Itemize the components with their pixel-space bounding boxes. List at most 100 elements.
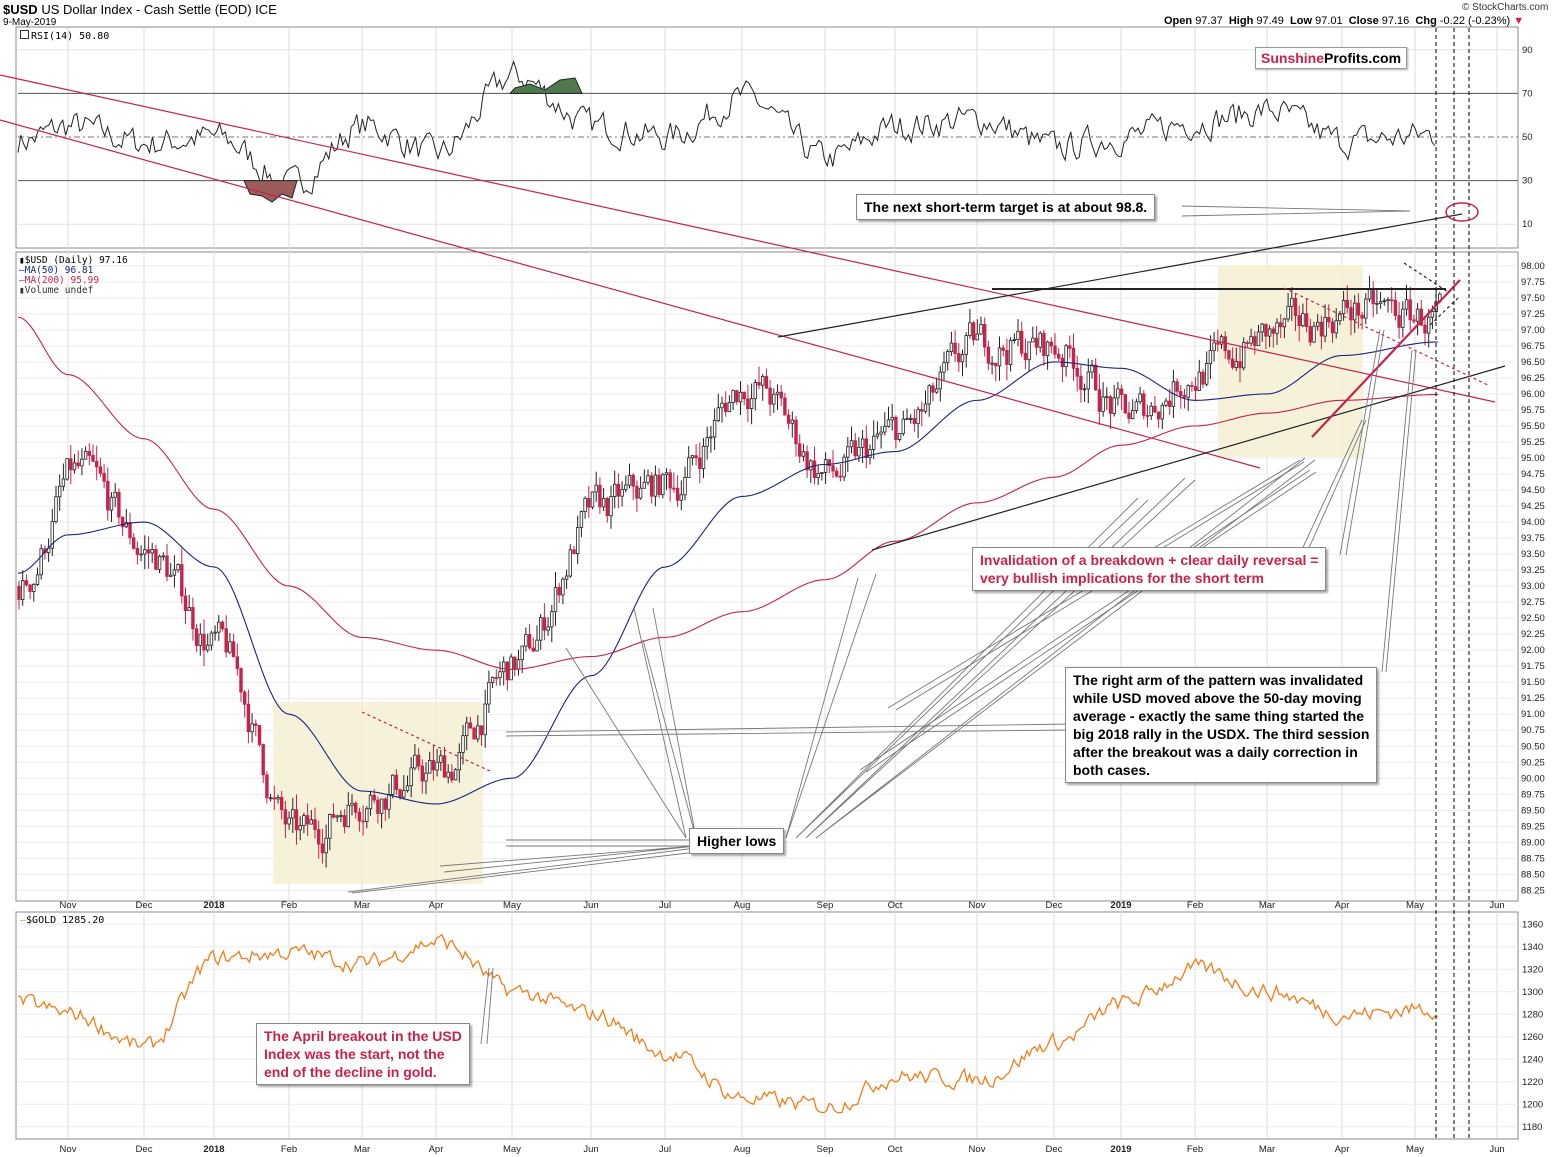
line-icon: — bbox=[19, 265, 25, 276]
month-label: Aug bbox=[734, 900, 751, 911]
black-lower-trendline bbox=[871, 365, 1506, 551]
candle-body bbox=[261, 744, 265, 776]
candle-body bbox=[905, 418, 909, 421]
candle-body bbox=[609, 496, 613, 517]
candle-body bbox=[1105, 396, 1109, 399]
candle-body bbox=[357, 811, 362, 822]
candle-body bbox=[1190, 385, 1194, 387]
month-label: Apr bbox=[1335, 1144, 1350, 1155]
candle-body bbox=[587, 497, 591, 508]
candle-body bbox=[568, 549, 572, 577]
candle-body bbox=[550, 611, 554, 628]
candle-body bbox=[32, 584, 36, 592]
candle-body bbox=[1256, 331, 1261, 347]
candle-body bbox=[50, 521, 54, 549]
invalidation-annotation: Invalidation of a breakdown + clear dail… bbox=[972, 547, 1327, 591]
month-label: Apr bbox=[429, 1144, 444, 1155]
price-tick-label: 94.75 bbox=[1521, 469, 1545, 480]
candle-body bbox=[1008, 339, 1013, 365]
candle-body bbox=[365, 808, 369, 822]
candle-body bbox=[657, 474, 661, 496]
price-panel bbox=[15, 251, 1519, 902]
price-tick-label: 98.00 bbox=[1521, 261, 1545, 272]
candle-body bbox=[960, 353, 965, 363]
candle-body bbox=[468, 722, 473, 729]
black-upper-trendline bbox=[777, 213, 1463, 338]
candle-body bbox=[242, 691, 247, 705]
gold-tick-label: 1360 bbox=[1522, 919, 1543, 930]
candle-body bbox=[217, 621, 221, 633]
bar-icon: ▮ bbox=[19, 285, 25, 296]
price-tick-label: 88.75 bbox=[1521, 853, 1545, 864]
candle-body bbox=[1316, 321, 1320, 327]
candle-body bbox=[1182, 395, 1187, 398]
candle-body bbox=[1131, 410, 1135, 419]
month-label: 2018 bbox=[203, 900, 224, 911]
candle-body bbox=[390, 774, 395, 795]
candle-body bbox=[427, 760, 432, 774]
price-tick-label: 89.25 bbox=[1521, 821, 1545, 832]
candle-body bbox=[979, 323, 983, 335]
candle-body bbox=[379, 798, 384, 814]
price-layer bbox=[17, 276, 1442, 868]
candle-body bbox=[28, 584, 32, 592]
candle-body bbox=[620, 488, 624, 497]
candle-body bbox=[305, 815, 310, 825]
candle-body bbox=[91, 455, 95, 462]
candle-body bbox=[927, 385, 931, 405]
candle-body bbox=[920, 409, 924, 412]
candle-body bbox=[194, 628, 199, 646]
candle-body bbox=[953, 342, 957, 354]
candle-body bbox=[1038, 332, 1042, 348]
candle-body bbox=[764, 376, 769, 389]
candle-body bbox=[168, 574, 173, 577]
month-label: Jun bbox=[1489, 900, 1504, 911]
candle-body bbox=[224, 628, 228, 653]
candle-body bbox=[1145, 415, 1150, 417]
month-label: May bbox=[1406, 1144, 1424, 1155]
candle-body bbox=[812, 460, 817, 479]
candle-body bbox=[1397, 315, 1401, 328]
candle-body bbox=[220, 621, 225, 630]
month-label: Nov bbox=[969, 900, 986, 911]
gold-tick-label: 1240 bbox=[1522, 1054, 1543, 1065]
candle-body bbox=[146, 549, 151, 554]
candle-body bbox=[975, 333, 979, 341]
price-tick-label: 96.25 bbox=[1521, 373, 1545, 384]
candle-body bbox=[857, 446, 861, 457]
candle-body bbox=[1227, 350, 1231, 360]
candle-body bbox=[820, 471, 824, 474]
candle-body bbox=[439, 755, 443, 763]
candle-body bbox=[1267, 328, 1272, 337]
candle-body bbox=[235, 656, 239, 669]
candle-body bbox=[268, 797, 273, 800]
candle-body bbox=[150, 548, 154, 554]
candle-body bbox=[1408, 299, 1412, 321]
candle-body bbox=[1053, 345, 1057, 355]
candle-body bbox=[653, 474, 658, 497]
candle-body bbox=[605, 498, 609, 517]
candle-body bbox=[749, 398, 754, 409]
price-tick-label: 90.75 bbox=[1521, 725, 1545, 736]
candle-body bbox=[424, 772, 428, 782]
price-tick-label: 95.00 bbox=[1521, 453, 1545, 464]
month-label: Nov bbox=[60, 1144, 77, 1155]
candle-body bbox=[1049, 341, 1053, 347]
rsi-legend: RSI(14) 50.80 bbox=[20, 30, 109, 42]
candle-body bbox=[809, 460, 813, 471]
candle-body bbox=[520, 645, 524, 661]
candle-body bbox=[409, 767, 413, 787]
candle-body bbox=[553, 586, 558, 613]
candle-body bbox=[372, 794, 376, 801]
candle-body bbox=[383, 798, 387, 810]
month-label: Jul bbox=[659, 1144, 671, 1155]
candle-body bbox=[1364, 298, 1368, 319]
candle-body bbox=[650, 475, 654, 497]
candle-body bbox=[1404, 299, 1409, 310]
candle-body bbox=[291, 809, 295, 819]
month-label: 2019 bbox=[1110, 900, 1131, 911]
rsi-tick-label: 50 bbox=[1522, 132, 1533, 143]
price-tick-label: 97.25 bbox=[1521, 309, 1545, 320]
candle-body bbox=[690, 455, 695, 459]
candle-body bbox=[1071, 347, 1076, 369]
